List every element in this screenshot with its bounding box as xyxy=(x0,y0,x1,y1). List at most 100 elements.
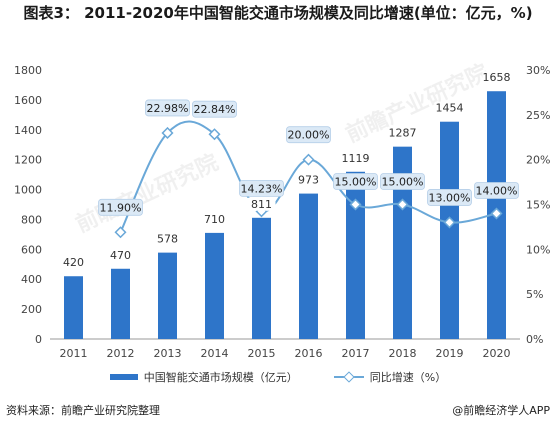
growth-value-label: 14.23% xyxy=(241,182,283,195)
x-tick-label: 2014 xyxy=(201,347,229,360)
bar xyxy=(440,121,459,339)
bar-value-label-group: 578 xyxy=(153,232,182,246)
bar-value-label-group: 1454 xyxy=(435,101,464,115)
growth-value-label-group: 13.00% xyxy=(427,189,472,206)
growth-value-label-box xyxy=(286,126,331,144)
x-tick-label: 2013 xyxy=(154,347,182,360)
bar-value-label-bg xyxy=(435,101,464,115)
growth-value-label: 15.00% xyxy=(382,176,424,189)
growth-value-label-box xyxy=(145,99,190,117)
growth-marker xyxy=(114,226,127,239)
growth-value-label-group: 22.84% xyxy=(192,100,237,118)
growth-value-label-box xyxy=(333,173,378,190)
growth-value-label: 11.90% xyxy=(100,201,142,214)
y-right-tick-label: 10% xyxy=(526,243,550,256)
watermark-text: 前瞻产业研究院 xyxy=(72,149,223,238)
growth-value-label: 22.98% xyxy=(147,102,189,115)
bar-value-label-bg xyxy=(482,71,511,85)
legend-bar-swatch xyxy=(109,374,138,380)
y-left-tick-label: 800 xyxy=(21,213,42,226)
bar-value-label-bg xyxy=(341,151,370,165)
growth-value-label: 22.84% xyxy=(194,103,236,116)
y-left-tick-label: 1200 xyxy=(14,154,42,167)
bar xyxy=(158,252,177,339)
growth-value-label-group: 14.00% xyxy=(474,182,519,199)
x-tick-label: 2020 xyxy=(483,347,511,360)
growth-value-label: 15.00% xyxy=(335,176,377,189)
growth-value-label-group: 15.00% xyxy=(333,173,378,190)
y-right-tick-label: 25% xyxy=(526,109,550,122)
bar-value-label: 578 xyxy=(157,233,178,246)
bar xyxy=(111,268,130,339)
growth-value-label-box xyxy=(474,182,519,199)
bar-value-label-group: 710 xyxy=(200,212,229,226)
growth-value-label-group: 11.90% xyxy=(98,198,143,216)
growth-value-label-group: 14.23% xyxy=(239,180,284,197)
bar-value-label-group: 420 xyxy=(59,256,88,270)
bar-value-label: 1454 xyxy=(436,102,464,115)
growth-value-label-box xyxy=(427,189,472,206)
bar-value-label: 973 xyxy=(298,174,319,187)
x-tick-label: 2019 xyxy=(436,347,464,360)
bar-value-label-bg xyxy=(388,126,417,140)
y-left-tick-label: 1800 xyxy=(14,64,42,77)
y-left-tick-label: 400 xyxy=(21,273,42,286)
growth-marker xyxy=(208,128,221,141)
growth-value-label: 14.00% xyxy=(476,184,518,197)
growth-value-label-box xyxy=(239,180,284,197)
bar-value-label-group: 1658 xyxy=(482,71,511,85)
growth-value-label-box xyxy=(192,100,237,118)
growth-marker xyxy=(161,126,174,139)
x-tick-label: 2015 xyxy=(248,347,276,360)
growth-line xyxy=(119,120,497,233)
bar-value-label: 1119 xyxy=(342,152,370,165)
bar-value-label-group: 973 xyxy=(294,173,323,187)
legend: 中国智能交通市场规模（亿元） 同比增速（%） xyxy=(0,368,556,386)
chart-title: 图表3： 2011-2020年中国智能交通市场规模及同比增速(单位：亿元，%) xyxy=(23,4,533,22)
bar-value-label-group: 811 xyxy=(247,197,276,211)
growth-value-label-group: 20.00% xyxy=(286,126,331,144)
y-right-tick-label: 20% xyxy=(526,154,550,167)
growth-marker xyxy=(490,207,503,220)
bar xyxy=(346,171,365,339)
bar-value-label: 1287 xyxy=(389,127,417,140)
growth-value-label-group: 22.98% xyxy=(145,99,190,117)
y-left-tick-label: 1400 xyxy=(14,124,42,137)
bar-value-label: 710 xyxy=(204,213,225,226)
watermark-text: 前瞻产业研究院 xyxy=(342,59,493,148)
bar-value-label: 811 xyxy=(251,198,272,211)
growth-marker xyxy=(443,216,456,229)
bar-value-label-bg xyxy=(200,212,229,226)
bar xyxy=(393,146,412,339)
bar-value-label-group: 470 xyxy=(106,248,135,262)
bar-value-label-bg xyxy=(153,232,182,246)
growth-value-label: 13.00% xyxy=(429,191,471,204)
bar-value-label: 420 xyxy=(63,256,84,269)
legend-bar-label: 中国智能交通市场规模（亿元） xyxy=(143,371,298,384)
growth-value-label-group: 15.00% xyxy=(380,173,425,190)
bar-value-label: 470 xyxy=(110,249,131,262)
growth-marker xyxy=(349,198,362,211)
y-left-tick-label: 0 xyxy=(35,333,42,346)
y-left-tick-label: 600 xyxy=(21,243,42,256)
x-tick-label: 2011 xyxy=(60,347,88,360)
brand-credit: @前瞻经济学人APP xyxy=(452,404,550,417)
bar-value-label-group: 1119 xyxy=(341,151,370,165)
legend-line-label: 同比增速（%） xyxy=(369,371,447,384)
y-right-tick-label: 5% xyxy=(526,288,543,301)
legend-line-swatch xyxy=(333,372,364,382)
growth-value-label-box xyxy=(98,198,143,216)
bar xyxy=(64,276,83,339)
growth-marker xyxy=(302,153,315,166)
y-right-tick-label: 15% xyxy=(526,199,550,212)
x-tick-label: 2018 xyxy=(389,347,417,360)
bar xyxy=(252,217,271,339)
y-right-tick-label: 0% xyxy=(526,333,543,346)
bar-value-label-bg xyxy=(106,248,135,262)
x-tick-label: 2016 xyxy=(295,347,323,360)
bar-value-label-group: 1287 xyxy=(388,126,417,140)
x-tick-label: 2012 xyxy=(107,347,135,360)
legend-item-bar: 中国智能交通市场规模（亿元） xyxy=(109,369,298,385)
growth-value-label-box xyxy=(380,173,425,190)
